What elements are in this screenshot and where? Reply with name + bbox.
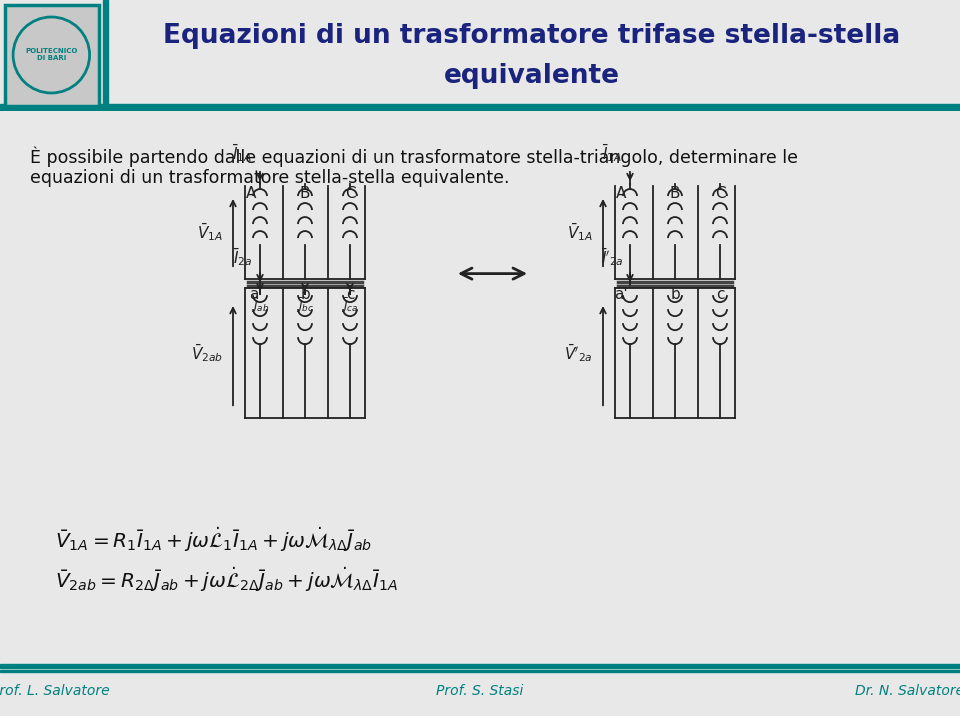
Text: $\bar{J}_{ca}$: $\bar{J}_{ca}$ bbox=[341, 296, 359, 314]
Text: $\bar{I}_{1A}$: $\bar{I}_{1A}$ bbox=[232, 142, 252, 164]
Text: Equazioni di un trasformatore trifase stella-stella: Equazioni di un trasformatore trifase st… bbox=[163, 23, 900, 49]
Text: a': a' bbox=[614, 287, 628, 302]
Text: $\bar{V}_{2ab}$: $\bar{V}_{2ab}$ bbox=[191, 342, 223, 364]
FancyBboxPatch shape bbox=[5, 5, 99, 106]
Text: A: A bbox=[246, 186, 256, 201]
Bar bbox=[103, 0, 108, 111]
Text: $\bar{V}'_{2a}$: $\bar{V}'_{2a}$ bbox=[564, 342, 593, 364]
Text: $\bar{I}_{2a}$: $\bar{I}_{2a}$ bbox=[232, 246, 252, 268]
Text: C: C bbox=[714, 186, 726, 201]
Text: $\bar{V}_{1A}$: $\bar{V}_{1A}$ bbox=[197, 222, 223, 243]
Bar bbox=[0, 670, 960, 672]
Text: $\bar{I}_{1A}$: $\bar{I}_{1A}$ bbox=[602, 142, 622, 164]
Text: c: c bbox=[346, 287, 354, 302]
Text: Prof. S. Stasi: Prof. S. Stasi bbox=[436, 684, 524, 698]
Bar bbox=[0, 104, 960, 111]
Text: Dr. N. Salvatore: Dr. N. Salvatore bbox=[855, 684, 960, 698]
Text: $\bar{V}_{1A}$: $\bar{V}_{1A}$ bbox=[567, 222, 593, 243]
Text: c: c bbox=[716, 287, 724, 302]
Text: C: C bbox=[345, 186, 355, 201]
Text: Prof. L. Salvatore: Prof. L. Salvatore bbox=[0, 684, 109, 698]
Text: B: B bbox=[300, 186, 310, 201]
Text: b: b bbox=[300, 287, 310, 302]
Text: b: b bbox=[670, 287, 680, 302]
Text: È possibile partendo dalle equazioni di un trasformatore stella-triangolo, deter: È possibile partendo dalle equazioni di … bbox=[30, 146, 798, 167]
Text: B: B bbox=[670, 186, 681, 201]
Text: a: a bbox=[249, 287, 258, 302]
Text: $\bar{V}_{2ab} = R_{2\Delta}\bar{J}_{ab} + j\omega\dot{\mathcal{L}}_{2\Delta}\ba: $\bar{V}_{2ab} = R_{2\Delta}\bar{J}_{ab}… bbox=[55, 565, 398, 594]
Text: $\bar{J}_{bc}$: $\bar{J}_{bc}$ bbox=[296, 296, 314, 314]
Text: POLITECNICO
DI BARI: POLITECNICO DI BARI bbox=[25, 49, 78, 62]
Text: $\bar{V}_{1A} = R_1\bar{I}_{1A} + j\omega\dot{\mathcal{L}}_1\bar{I}_{1A} + j\ome: $\bar{V}_{1A} = R_1\bar{I}_{1A} + j\omeg… bbox=[55, 525, 372, 553]
Text: $\bar{I}'_{2a}$: $\bar{I}'_{2a}$ bbox=[601, 246, 624, 268]
Text: $\bar{J}_{ab}$: $\bar{J}_{ab}$ bbox=[251, 296, 269, 314]
Text: equivalente: equivalente bbox=[444, 63, 620, 89]
Text: A: A bbox=[615, 186, 626, 201]
Text: equazioni di un trasformatore stella-stella equivalente.: equazioni di un trasformatore stella-ste… bbox=[30, 169, 510, 187]
Bar bbox=[0, 664, 960, 668]
